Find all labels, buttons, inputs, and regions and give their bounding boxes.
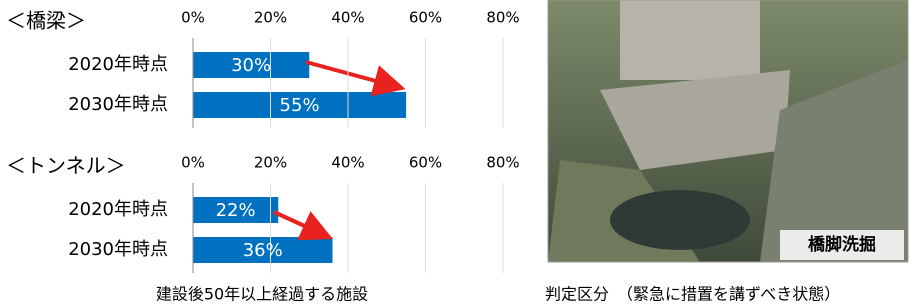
- x-tick-label: 80%: [486, 9, 519, 27]
- photo-label: 橋脚洗掘: [808, 234, 876, 255]
- y-tick-label: 2020年時点: [68, 54, 168, 75]
- y-tick-label: 2020年時点: [68, 199, 168, 220]
- arrow: [306, 62, 394, 86]
- value-label: 55%: [280, 95, 320, 116]
- x-tick-label: 20%: [254, 9, 287, 27]
- y-tick-label: 2030年時点: [68, 239, 168, 260]
- x-tick-label: 0%: [181, 154, 205, 172]
- chart-title: ＜橋梁＞: [6, 9, 86, 33]
- x-tick-label: 60%: [409, 154, 442, 172]
- photo: 橋脚洗掘: [548, 0, 908, 262]
- x-tick-label: 40%: [331, 154, 364, 172]
- x-tick-label: 60%: [409, 9, 442, 27]
- value-label: 30%: [231, 55, 271, 76]
- arrow: [274, 212, 322, 234]
- y-tick-label: 2030年時点: [68, 94, 168, 115]
- x-tick-label: 40%: [331, 9, 364, 27]
- x-tick-label: 80%: [486, 154, 519, 172]
- page: 橋脚洗掘 判定区分 （緊急に措置を講ずべき状態） 建設後50年以上経過する施設 …: [0, 0, 919, 308]
- value-label: 36%: [243, 240, 283, 261]
- x-tick-label: 20%: [254, 154, 287, 172]
- caption: 建設後50年以上経過する施設: [156, 285, 368, 304]
- x-tick-label: 0%: [181, 9, 205, 27]
- chart-title: ＜トンネル＞: [6, 154, 126, 178]
- value-label: 22%: [216, 200, 256, 221]
- photo-caption: 判定区分 （緊急に措置を講ずべき状態）: [545, 285, 840, 304]
